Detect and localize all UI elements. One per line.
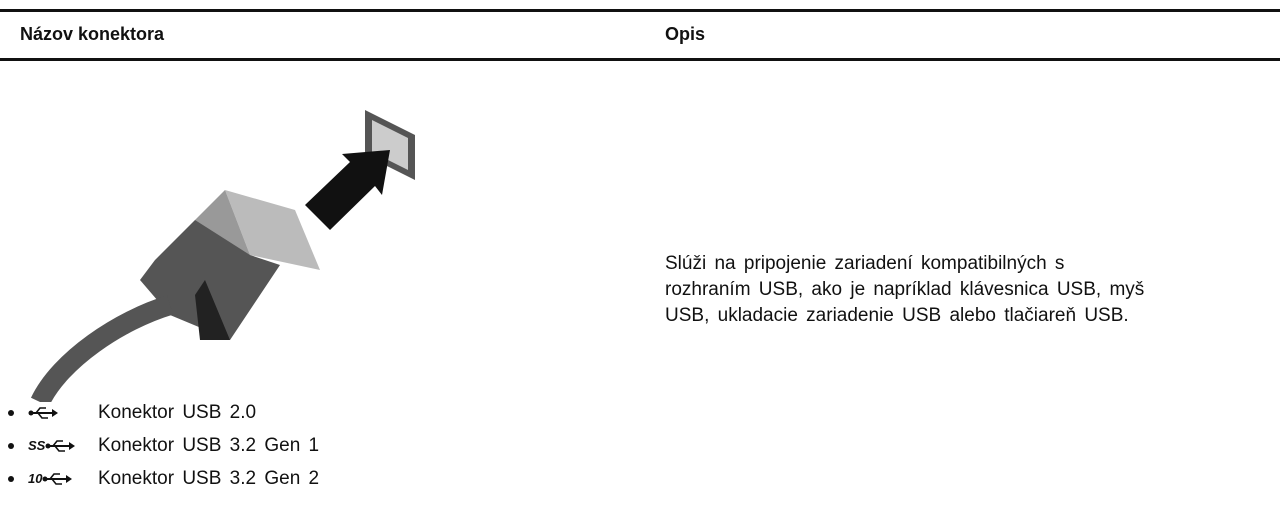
icon-label: 10 (28, 471, 42, 486)
usb-icon: 10 (28, 471, 98, 486)
bullet (8, 443, 14, 449)
connector-item: SS Konektor USB 3.2 Gen 1 (0, 429, 319, 462)
usb-illustration (20, 90, 420, 402)
description-line: USB, ukladacie zariadenie USB alebo tlač… (665, 303, 1144, 329)
column-header: Názov konektora (20, 24, 164, 45)
bullet (8, 410, 14, 416)
description-line: Slúži na pripojenie zariadení kompatibil… (665, 251, 1144, 277)
connector-item: 10 Konektor USB 3.2 Gen 2 (0, 462, 319, 495)
connector-label: Konektor USB 3.2 Gen 2 (98, 468, 319, 490)
connector-item: Konektor USB 2.0 (0, 396, 319, 429)
page: Konektor USB {"table":{"headers":["Názov… (0, 0, 1280, 513)
connector-label: Konektor USB 3.2 Gen 1 (98, 435, 319, 457)
icon-label: SS (28, 438, 45, 453)
top-rule (0, 9, 1280, 12)
header-rule (0, 58, 1280, 61)
usb-symbol (42, 472, 72, 486)
usb-symbol (28, 406, 58, 420)
connector-list: Konektor USB 2.0 SS Konektor USB 3.2 Gen 1… (0, 396, 319, 495)
column-header: Opis (665, 24, 705, 45)
usb-icon: SS (28, 438, 98, 453)
usb-icon (28, 406, 98, 420)
connector-label: Konektor USB 2.0 (98, 402, 256, 424)
description: Slúži na pripojenie zariadení kompatibil… (665, 251, 1144, 329)
description-line: rozhraním USB, ako je napríklad klávesni… (665, 277, 1144, 303)
arrow (305, 150, 390, 230)
document: Názov konektora Opis Konektor USB 2.0SSK… (0, 0, 1280, 513)
bullet (8, 476, 14, 482)
usb-symbol (45, 439, 75, 453)
